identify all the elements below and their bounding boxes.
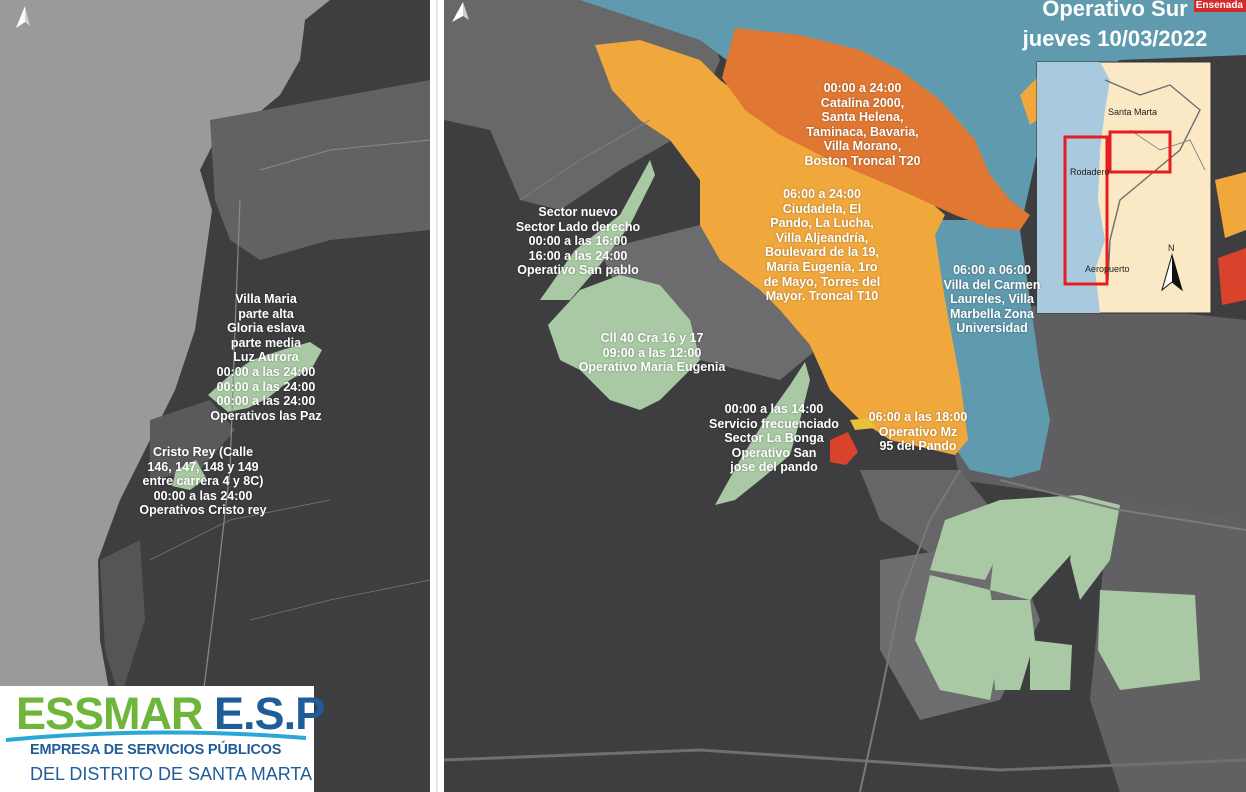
essmar-logo: ESSMAR E.S.P EMPRESA DE SERVICIOS PÚBLIC… bbox=[0, 686, 325, 792]
right-north-arrow-icon bbox=[452, 2, 469, 22]
logo-subtitle-1: EMPRESA DE SERVICIOS PÚBLICOS bbox=[30, 742, 282, 758]
label-cristo-rey: Cristo Rey (Calle 146, 147, 148 y 149 en… bbox=[139, 445, 267, 518]
left-north-arrow-icon bbox=[16, 6, 30, 28]
ensenada-label: Ensenada bbox=[1194, 0, 1246, 12]
label-cll40: Cll 40 Cra 16 y 17 09:00 a las 12:00 Ope… bbox=[578, 331, 726, 375]
logo-wordmark-part2: E.S.P bbox=[202, 688, 325, 739]
left-map-panel bbox=[0, 0, 431, 792]
map-title-line1: Operativo Sur bbox=[1042, 0, 1188, 21]
inset-label-santa-marta: Santa Marta bbox=[1108, 107, 1157, 117]
inset-label-rodadero: Rodadero bbox=[1070, 167, 1110, 177]
label-la-bonga: 00:00 a las 14:00 Servicio frecuenciado … bbox=[709, 402, 839, 475]
logo-subtitle-2: DEL DISTRITO DE SANTA MARTA bbox=[30, 764, 313, 784]
north-label: N bbox=[1168, 243, 1175, 253]
right-map-panel bbox=[443, 0, 1246, 792]
label-catalina: 00:00 a 24:00 Catalina 2000, Santa Helen… bbox=[804, 81, 921, 168]
logo-wordmark-part1: ESSMAR bbox=[16, 688, 204, 739]
map-title-line2: jueves 10/03/2022 bbox=[1022, 26, 1208, 51]
logo-swoosh-icon bbox=[6, 730, 306, 742]
logo-wordmark: ESSMAR E.S.P bbox=[16, 688, 325, 739]
label-ciudadela: 06:00 a 24:00 Ciudadela, El Pando, La Lu… bbox=[763, 187, 881, 304]
inset-map: Santa Marta Rodadero Aeropuerto N bbox=[1036, 61, 1212, 314]
label-mz95: 06:00 a las 18:00 Operativo Mz 95 del Pa… bbox=[868, 410, 968, 454]
label-villa-carmen: 06:00 a 06:00 Villa del Carmen Laureles,… bbox=[943, 263, 1041, 336]
inset-label-aeropuerto: Aeropuerto bbox=[1085, 264, 1130, 274]
north-arrow-icon: N bbox=[1161, 243, 1183, 292]
label-villa-maria: Villa Maria parte alta Gloria eslava par… bbox=[210, 292, 322, 423]
label-sector-nuevo: Sector nuevo Sector Lado derecho 00:00 a… bbox=[515, 205, 641, 278]
